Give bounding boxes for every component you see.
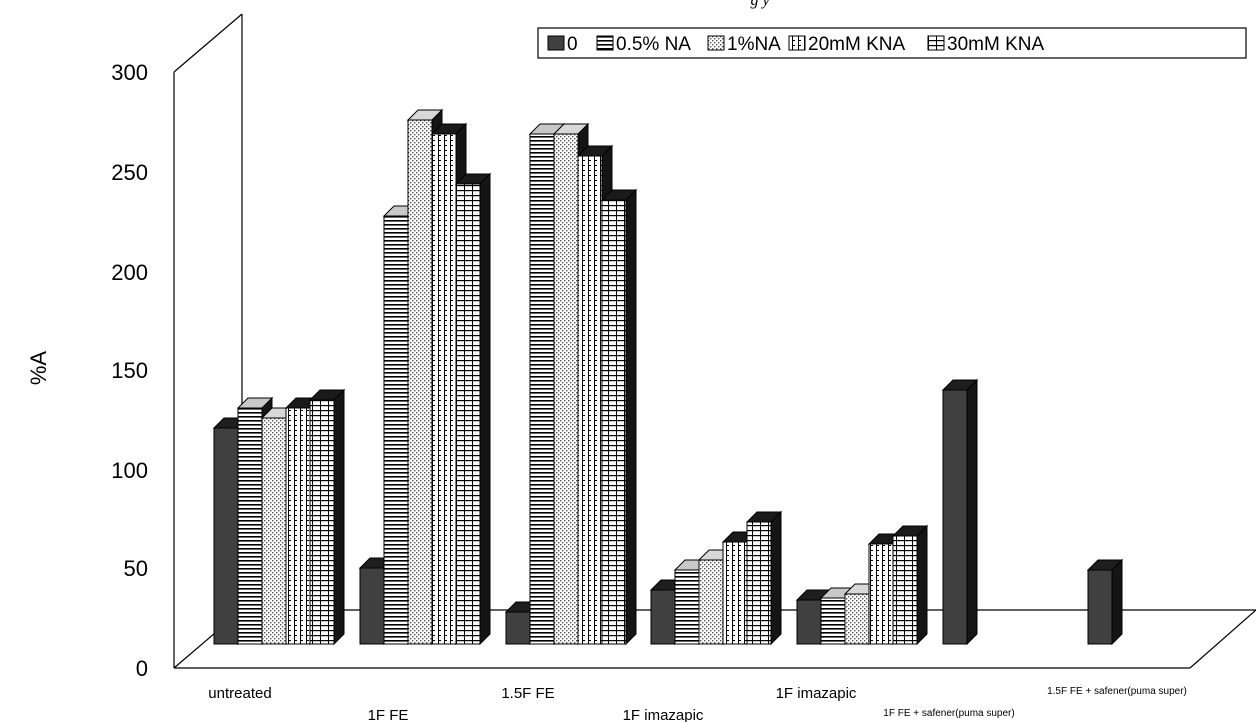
- legend-item: 0.5% NA: [596, 34, 691, 55]
- legend-swatch: [707, 35, 725, 51]
- y-tick-label: 150: [111, 358, 148, 383]
- x-category-label: 1F FE + safener(puma super): [883, 708, 1014, 719]
- y-tick-label: 300: [111, 60, 148, 85]
- x-category-label: 1F imazapic: [623, 707, 704, 722]
- bar: [745, 510, 783, 646]
- floor-right-edge: [1189, 609, 1256, 669]
- x-category-label: 1.5F FE: [501, 685, 554, 702]
- y-tick-label: 200: [111, 260, 148, 285]
- x-category-label: 1F FE: [368, 707, 409, 722]
- legend-label: 0.5% NA: [616, 34, 691, 55]
- x-category-label: untreated: [208, 685, 271, 702]
- y-axis-label: %A: [26, 351, 51, 386]
- legend: 0 0.5% NA 1%NA 20mM KNA 30mM KNA: [537, 27, 1247, 59]
- legend-swatch: [547, 35, 565, 51]
- y-tick-label: 0: [136, 656, 148, 681]
- legend-box: [537, 27, 1247, 59]
- bar: [454, 172, 492, 646]
- legend-item: 0: [547, 34, 578, 55]
- top-caption: g y: [750, 0, 770, 9]
- y-tick-label: 100: [111, 458, 148, 483]
- legend-swatch: [596, 35, 614, 51]
- x-category-label: 1F imazapic: [776, 685, 857, 702]
- category-labels: untreated 1F FE 1.5F FE 1F imazapic 1F imaza…: [208, 685, 1187, 722]
- bar: [308, 388, 346, 646]
- bars: [212, 108, 1124, 646]
- legend-item: 1%NA: [707, 34, 781, 55]
- legend-swatch: [788, 35, 806, 51]
- bar: [1086, 558, 1124, 646]
- legend-label: 0: [567, 34, 578, 55]
- bar: [600, 188, 638, 646]
- legend-item: 20mM KNA: [788, 34, 905, 55]
- y-tick-label: 50: [124, 556, 148, 581]
- bar: [941, 378, 979, 646]
- legend-label: 30mM KNA: [947, 34, 1044, 55]
- legend-swatch: [927, 35, 945, 51]
- bar: [891, 524, 929, 646]
- legend-item: 30mM KNA: [927, 34, 1044, 55]
- y-axis-ticks: 0 50 100 150 200 250 300: [111, 60, 148, 681]
- x-category-label: 1.5F FE + safener(puma super): [1047, 686, 1187, 697]
- legend-label: 1%NA: [727, 34, 781, 55]
- legend-label: 20mM KNA: [808, 34, 905, 55]
- y-tick-label: 250: [111, 160, 148, 185]
- left-wall-top-edge: [173, 13, 243, 73]
